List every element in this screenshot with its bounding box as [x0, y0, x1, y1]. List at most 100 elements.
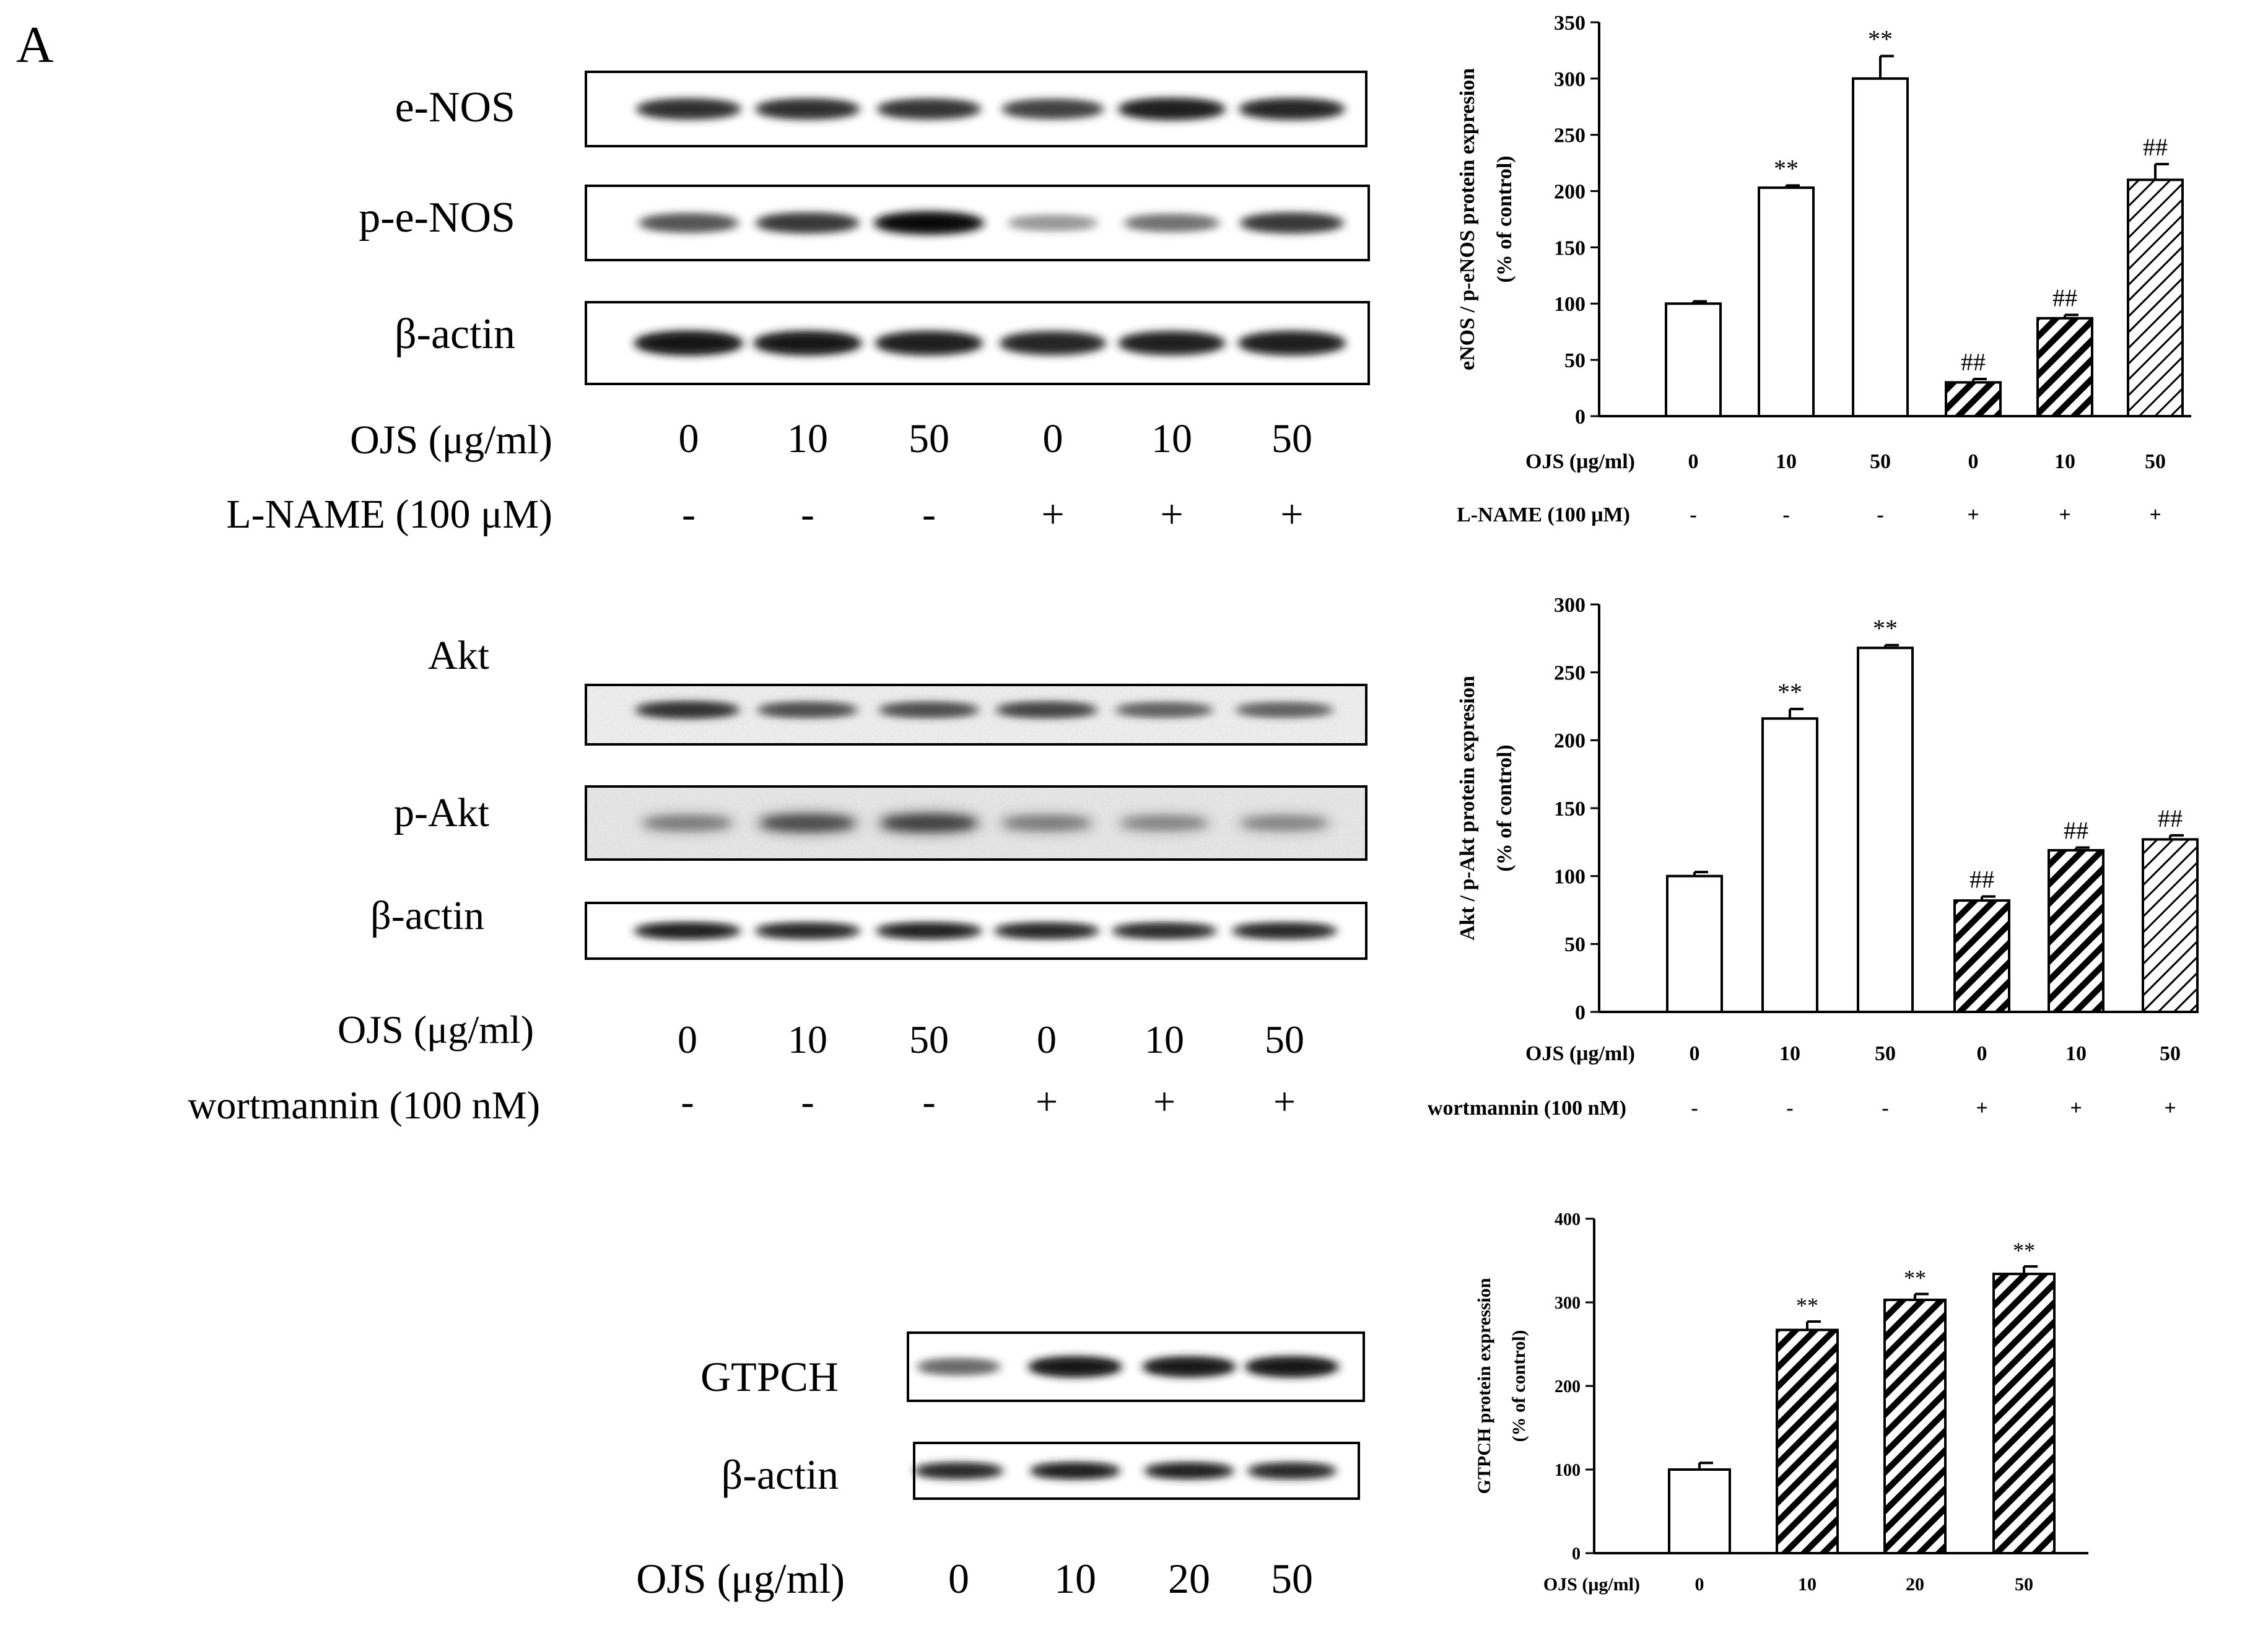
blot-band-core	[1005, 817, 1089, 829]
y-tick-label: 200	[1554, 180, 1585, 203]
bar	[1992, 1273, 2056, 1555]
blot-band-core	[883, 102, 975, 116]
y-axis-label: Akt / p-Akt protein expresion	[1456, 676, 1479, 941]
x-tick-label: 10	[1798, 1574, 1817, 1595]
bar	[2127, 178, 2184, 417]
blot-band-core	[1245, 102, 1339, 116]
bar	[2036, 316, 2093, 417]
blot-band-core	[881, 335, 977, 351]
condition-value: -	[922, 1079, 935, 1123]
significance-label: ##	[1969, 866, 1994, 894]
significance-label: ##	[2143, 133, 2168, 161]
x-tick-label: 20	[1906, 1574, 1924, 1595]
blot-pakt: p-Akt	[394, 785, 1367, 861]
significance-label: **	[2013, 1238, 2035, 1263]
blot-akt: Akt	[428, 633, 1367, 746]
x-tick-label: 50	[2015, 1574, 2033, 1595]
blot-band-core	[1124, 336, 1219, 351]
blot-row-label: e-NOS	[395, 84, 515, 131]
significance-label: ##	[2158, 804, 2183, 832]
bar	[1883, 1298, 1947, 1554]
significance-label: **	[1904, 1266, 1926, 1291]
blot-border	[585, 902, 1367, 960]
x-tick-label: -	[1877, 503, 1883, 526]
bar	[2048, 848, 2104, 1013]
y-tick-label: 250	[1554, 124, 1585, 147]
y-tick-label: 0	[1575, 406, 1585, 429]
blot-band-core	[1244, 335, 1340, 351]
condition-label: OJS (μg/ml)	[338, 1008, 534, 1052]
blot-condition-row: OJS (μg/ml) 0 10 50 0 10 50	[350, 416, 1312, 463]
blot-band-core	[761, 925, 855, 936]
y-tick-label: 0	[1575, 1001, 1585, 1024]
y-tick-label: 300	[1554, 594, 1585, 617]
x-tick-label: 10	[1779, 1042, 1800, 1065]
blot-band-core	[1237, 925, 1332, 936]
y-tick-label: 200	[1554, 730, 1585, 752]
x-tick-label: +	[2070, 1097, 2082, 1120]
bar	[1665, 302, 1722, 417]
condition-value: -	[682, 492, 696, 537]
y-tick-label: 400	[1555, 1210, 1581, 1229]
blot-band-core	[1000, 925, 1094, 936]
blot-band-core	[1129, 217, 1215, 229]
blot-band-core	[761, 102, 854, 116]
condition-value: +	[1273, 1079, 1296, 1123]
condition-value: 50	[909, 1017, 949, 1061]
condition-value: 0	[1037, 1017, 1057, 1061]
x-tick-label: 0	[1690, 1042, 1700, 1065]
condition-value: 20	[1168, 1555, 1210, 1602]
x-tick-label: -	[1782, 503, 1789, 526]
blot-border	[585, 71, 1367, 147]
y-tick-label: 250	[1554, 662, 1585, 685]
condition-value: 50	[1271, 1555, 1313, 1602]
condition-value: 50	[1265, 1017, 1304, 1061]
blot-row-label: Akt	[428, 633, 489, 678]
y-tick-label: 300	[1555, 1294, 1581, 1313]
panel-label: A	[16, 16, 54, 74]
blot-band-core	[1246, 216, 1338, 230]
blot-band-core	[1013, 218, 1093, 228]
bar	[1857, 647, 1914, 1013]
blot-band-core	[640, 925, 735, 936]
significance-label: ##	[1961, 348, 1986, 376]
blot-actin3: β-actin	[722, 1442, 1360, 1500]
condition-value: -	[922, 492, 936, 537]
blot-band-core	[1120, 705, 1208, 715]
condition-value: 0	[679, 416, 699, 461]
x-tick-label: +	[1967, 503, 1979, 526]
y-tick-label: 50	[1564, 933, 1585, 956]
blot-border	[585, 301, 1370, 385]
chart-condition-label: OJS (μg/ml)	[1525, 1042, 1635, 1065]
x-tick-label: -	[1690, 503, 1696, 526]
condition-value: 0	[1043, 416, 1063, 461]
y-axis-label: eNOS / p-eNOS protein expresion	[1456, 68, 1479, 370]
condition-value: 10	[787, 416, 828, 461]
blot-band-core	[1008, 103, 1098, 115]
blot-band-core	[1117, 926, 1211, 936]
bar	[1668, 1468, 1731, 1554]
x-tick-label: 50	[1870, 450, 1891, 473]
y-tick-label: 100	[1554, 866, 1585, 889]
western-blots: e-NOS p-e-NOS β-actin OJS (μg/ml) 0 10 50 0 10 50…	[188, 71, 1370, 1602]
condition-label: wortmannin (100 nM)	[188, 1083, 540, 1127]
y-tick-label: 350	[1554, 12, 1585, 35]
x-tick-label: 0	[1977, 1042, 1987, 1065]
bar	[1945, 381, 2002, 418]
blot-condition-row: L-NAME (100 μM) - - - + + +	[226, 492, 1303, 537]
x-tick-label: 50	[2160, 1042, 2181, 1065]
blot-band-core	[884, 817, 974, 829]
blot-penos: p-e-NOS	[359, 185, 1370, 261]
significance-label: ##	[2052, 284, 2077, 311]
blot-condition-row: OJS (μg/ml) 0 10 20 50	[636, 1555, 1313, 1602]
bar	[1852, 77, 1909, 418]
blot-band-core	[922, 1361, 996, 1372]
blot-band-core	[644, 217, 733, 229]
blot-row-label: p-Akt	[394, 790, 489, 835]
x-tick-label: 10	[1776, 450, 1797, 473]
blot-band-core	[1148, 1360, 1231, 1374]
